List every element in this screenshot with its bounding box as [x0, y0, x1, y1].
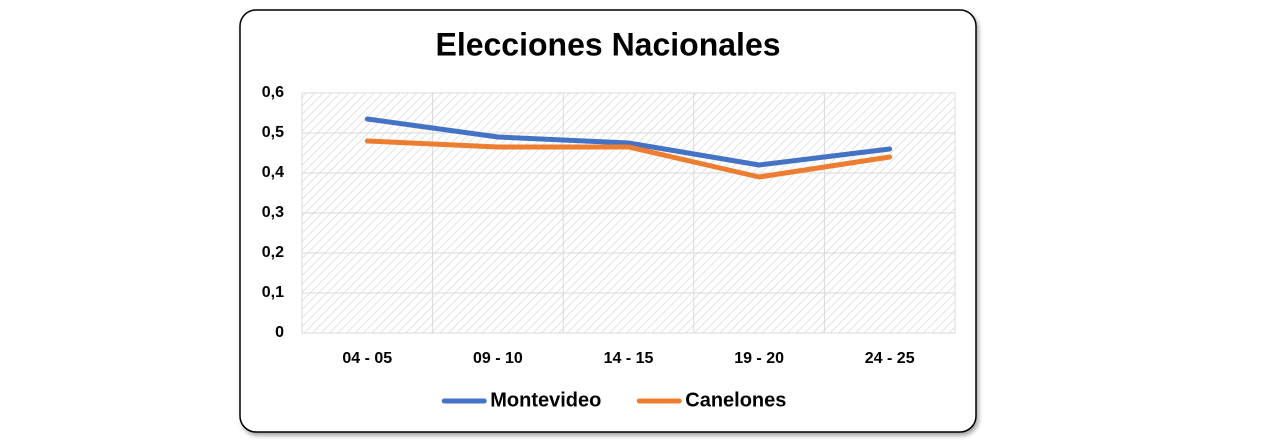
- y-tick-label: 0,5: [262, 124, 284, 141]
- x-tick-label: 09 - 10: [473, 350, 523, 367]
- y-tick-label: 0,6: [262, 84, 284, 101]
- y-tick-label: 0,1: [262, 284, 284, 301]
- y-tick-label: 0,2: [262, 244, 284, 261]
- x-tick-label: 19 - 20: [734, 350, 784, 367]
- chart-title: Elecciones Nacionales: [435, 26, 780, 62]
- y-tick-label: 0,3: [262, 204, 284, 221]
- x-tick-label: 04 - 05: [342, 350, 392, 367]
- y-tick-label: 0: [275, 324, 284, 341]
- series-line: [364, 138, 893, 180]
- x-tick-label: 24 - 25: [865, 350, 915, 367]
- legend-label: Canelones: [685, 389, 786, 411]
- legend-label: Montevideo: [490, 389, 601, 411]
- y-tick-label: 0,4: [262, 164, 284, 181]
- series-line: [364, 116, 893, 168]
- x-tick-label: 14 - 15: [604, 350, 654, 367]
